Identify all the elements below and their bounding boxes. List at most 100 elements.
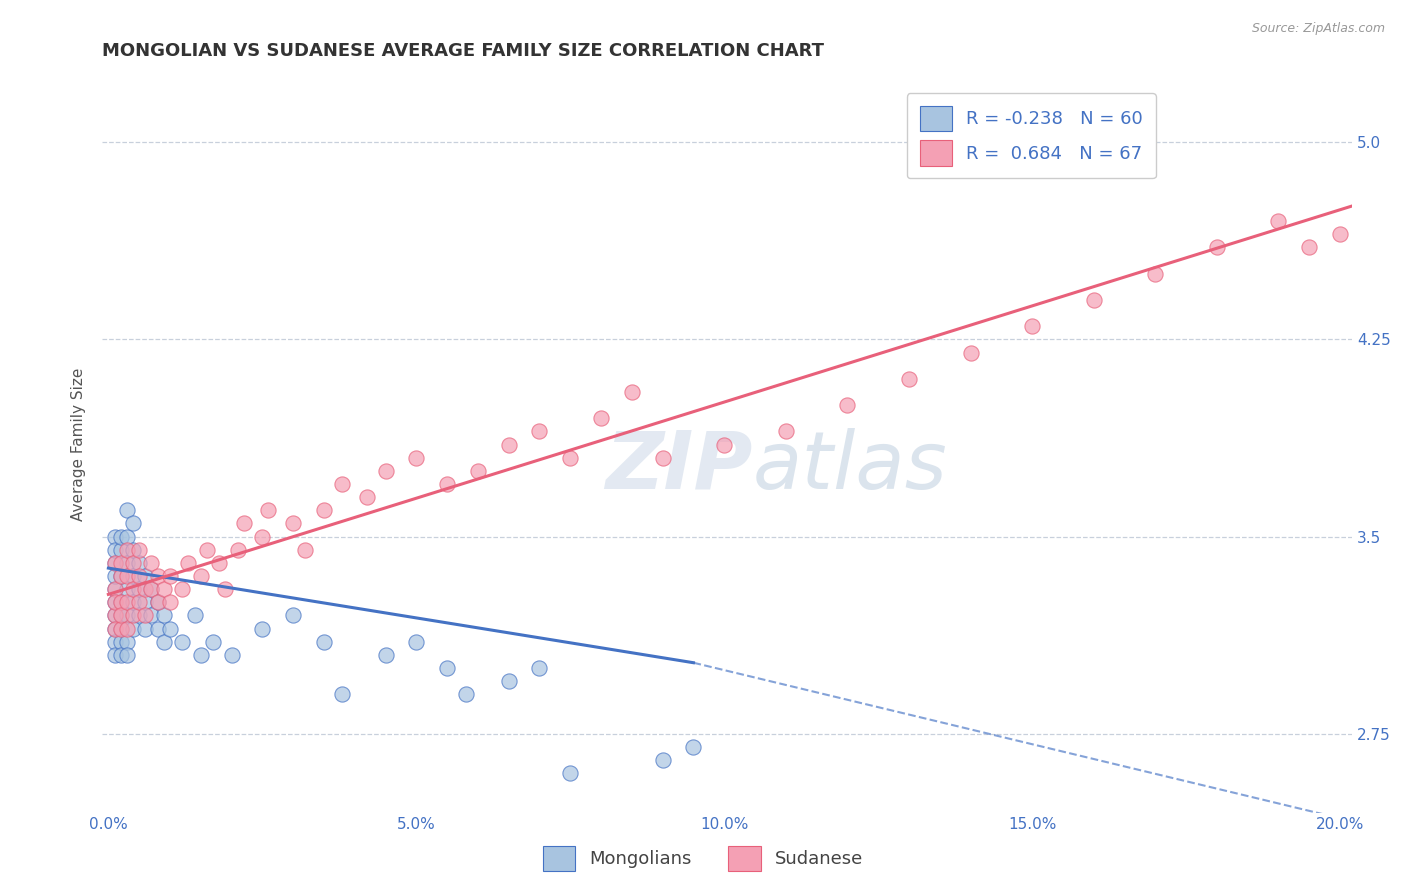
Point	[152, 634, 174, 648]
Point	[134, 595, 156, 609]
Point	[232, 516, 254, 531]
Point	[436, 661, 458, 675]
Point	[498, 437, 520, 451]
Point	[560, 766, 582, 780]
Point	[651, 753, 673, 767]
Point	[436, 477, 458, 491]
Point	[141, 556, 163, 570]
Point	[115, 530, 138, 544]
Point	[146, 622, 169, 636]
Point	[183, 608, 205, 623]
Point	[122, 516, 145, 531]
Point	[1083, 293, 1105, 307]
Point	[103, 608, 125, 623]
Point	[332, 687, 354, 701]
Point	[374, 648, 396, 662]
Point	[405, 450, 427, 465]
Point	[1360, 267, 1382, 281]
Point	[1329, 227, 1351, 242]
Point	[620, 384, 643, 399]
Point	[128, 595, 150, 609]
Point	[122, 542, 145, 557]
Point	[529, 661, 551, 675]
Point	[128, 556, 150, 570]
Point	[159, 569, 181, 583]
Point	[529, 425, 551, 439]
Point	[128, 582, 150, 596]
Point	[122, 608, 145, 623]
Point	[128, 608, 150, 623]
Point	[115, 648, 138, 662]
Point	[498, 674, 520, 689]
Point	[190, 648, 212, 662]
Point	[682, 739, 704, 754]
Point	[110, 622, 132, 636]
Text: MONGOLIAN VS SUDANESE AVERAGE FAMILY SIZE CORRELATION CHART: MONGOLIAN VS SUDANESE AVERAGE FAMILY SIZ…	[103, 42, 824, 60]
Point	[152, 582, 174, 596]
Point	[959, 345, 981, 359]
Point	[252, 530, 274, 544]
Point	[115, 542, 138, 557]
Point	[146, 595, 169, 609]
Point	[110, 569, 132, 583]
Point	[172, 582, 194, 596]
Point	[281, 516, 304, 531]
Text: Source: ZipAtlas.com: Source: ZipAtlas.com	[1251, 22, 1385, 36]
Point	[152, 608, 174, 623]
Point	[221, 648, 243, 662]
Point	[312, 634, 335, 648]
Point	[115, 608, 138, 623]
Point	[467, 464, 489, 478]
Point	[110, 595, 132, 609]
Point	[110, 542, 132, 557]
Text: atlas: atlas	[752, 427, 948, 506]
Point	[332, 477, 354, 491]
Point	[405, 634, 427, 648]
Point	[110, 530, 132, 544]
Point	[103, 622, 125, 636]
Point	[110, 608, 132, 623]
Point	[651, 450, 673, 465]
Point	[208, 556, 231, 570]
Point	[202, 634, 225, 648]
Point	[837, 398, 859, 412]
Point	[103, 608, 125, 623]
Point	[146, 595, 169, 609]
Point	[214, 582, 236, 596]
Point	[141, 582, 163, 596]
Point	[122, 582, 145, 596]
Point	[1021, 319, 1043, 334]
Point	[103, 634, 125, 648]
Point	[122, 556, 145, 570]
Point	[128, 542, 150, 557]
Point	[195, 542, 218, 557]
Point	[103, 530, 125, 544]
Point	[134, 569, 156, 583]
Point	[281, 608, 304, 623]
Point	[134, 608, 156, 623]
Point	[226, 542, 249, 557]
Point	[110, 556, 132, 570]
Point	[897, 372, 920, 386]
Point	[356, 490, 378, 504]
Point	[115, 503, 138, 517]
Legend: R = -0.238   N = 60, R =  0.684   N = 67: R = -0.238 N = 60, R = 0.684 N = 67	[907, 93, 1156, 178]
Point	[190, 569, 212, 583]
Point	[122, 569, 145, 583]
Point	[775, 425, 797, 439]
Point	[128, 569, 150, 583]
Point	[159, 595, 181, 609]
Point	[103, 648, 125, 662]
Point	[103, 595, 125, 609]
Point	[110, 608, 132, 623]
Point	[115, 622, 138, 636]
Point	[103, 556, 125, 570]
Point	[172, 634, 194, 648]
Point	[159, 622, 181, 636]
Y-axis label: Average Family Size: Average Family Size	[72, 368, 86, 521]
Point	[110, 569, 132, 583]
Point	[115, 556, 138, 570]
Point	[312, 503, 335, 517]
Point	[1267, 214, 1289, 228]
Point	[454, 687, 477, 701]
